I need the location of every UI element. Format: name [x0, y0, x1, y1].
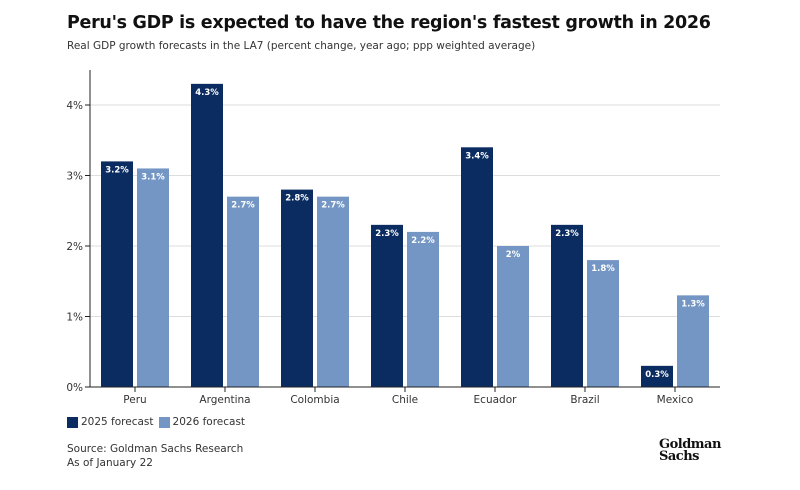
legend-item-2026: 2026 forecast: [158, 416, 246, 428]
chart-subtitle: Real GDP growth forecasts in the LA7 (pe…: [67, 40, 536, 52]
legend: 2025 forecast 2026 forecast: [67, 416, 250, 428]
x-tick-label: Colombia: [290, 394, 339, 406]
source-text: Source: Goldman Sachs Research: [67, 443, 244, 455]
bar-colombia-2025: [281, 189, 313, 387]
bar-chile-2025: [371, 224, 403, 387]
bar-ecuador-2025: [461, 147, 493, 387]
legend-label-2025: 2025 forecast: [81, 416, 154, 428]
x-tick-label: Mexico: [657, 394, 694, 406]
bars: 3.2% 3.1% 4.3% 2.7% 2.8% 2.7% 2.3% 2.2% 3.4% 2% 2.…: [101, 83, 709, 387]
bar-ecuador-2026: [497, 246, 529, 387]
source-note: Source: Goldman Sachs Research As of Jan…: [67, 442, 243, 470]
y-tick-label: 4%: [66, 100, 83, 112]
x-tick-label: Argentina: [199, 394, 250, 406]
bar-value-label: 4.3%: [195, 88, 219, 98]
axes: 0% 1% 2% 3% 4% Peru Argentina Colombia Chile Ecua…: [66, 70, 720, 406]
bar-chile-2026: [407, 231, 439, 387]
logo-line-1: Goldman: [659, 437, 721, 452]
y-tick-label: 1%: [66, 312, 83, 324]
bar-value-label: 3.4%: [465, 151, 489, 161]
bar-value-label: 2.2%: [411, 236, 435, 246]
legend-item-2025: 2025 forecast: [67, 416, 154, 428]
x-tick-label: Chile: [392, 394, 418, 406]
bar-value-label: 2%: [506, 250, 521, 260]
gridlines: [90, 104, 720, 317]
legend-swatch-2025: [67, 416, 78, 428]
bar-brazil-2025: [551, 224, 583, 387]
bar-value-label: 0.3%: [645, 370, 669, 380]
bar-peru-2026: [137, 168, 169, 387]
bar-value-label: 3.1%: [141, 172, 165, 182]
bar-value-label: 3.2%: [105, 165, 129, 175]
date-text: As of January 22: [67, 457, 153, 469]
bar-value-label: 2.7%: [321, 201, 345, 211]
bar-value-label: 2.8%: [285, 194, 309, 204]
bar-value-label: 2.7%: [231, 201, 255, 211]
y-tick-label: 2%: [66, 241, 83, 253]
legend-swatch-2026: [158, 416, 170, 428]
bar-argentina-2026: [227, 196, 259, 387]
bar-value-label: 2.3%: [555, 229, 579, 239]
legend-label-2026: 2026 forecast: [172, 416, 246, 428]
bar-mexico-2026: [677, 295, 709, 387]
bar-peru-2025: [101, 161, 133, 387]
y-tick-label: 0%: [66, 382, 83, 394]
x-tick-label: Peru: [123, 394, 146, 406]
bar-brazil-2026: [587, 260, 619, 387]
bar-value-label: 1.8%: [591, 264, 615, 274]
bar-value-label: 1.3%: [681, 299, 705, 309]
bar-argentina-2025: [191, 83, 223, 387]
x-tick-label: Brazil: [570, 394, 599, 406]
logo-line-2: Sachs: [659, 449, 699, 464]
y-tick-label: 3%: [66, 171, 83, 183]
bar-mexico-2025: [641, 365, 673, 387]
x-tick-label: Ecuador: [474, 394, 518, 406]
chart-title: Peru's GDP is expected to have the regio…: [67, 13, 711, 33]
bar-value-label: 2.3%: [375, 229, 399, 239]
goldman-sachs-logo: Goldman Sachs: [659, 437, 721, 464]
bar-colombia-2026: [317, 196, 349, 387]
